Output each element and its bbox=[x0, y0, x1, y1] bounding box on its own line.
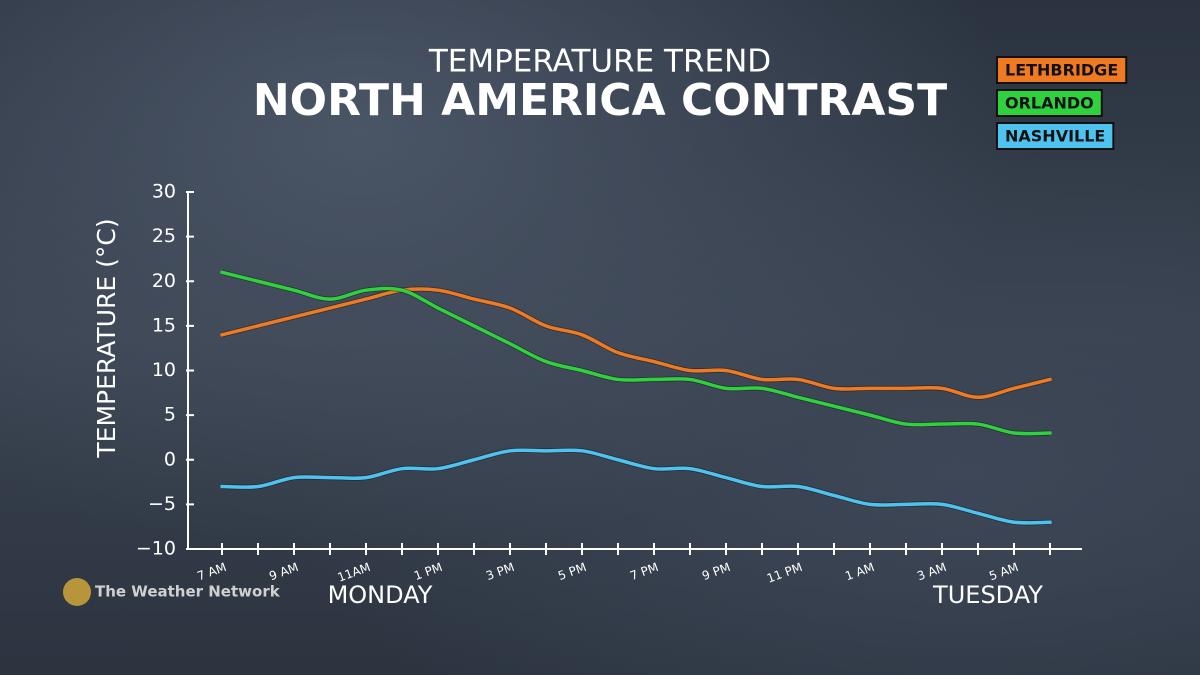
y-axis-label: TEMPERATURE (°C) bbox=[92, 218, 121, 458]
legend-box bbox=[996, 56, 1128, 84]
legend-label: NASHVILLE bbox=[1005, 127, 1105, 146]
chart-title: TEMPERATURE TREND bbox=[428, 44, 771, 80]
series-line bbox=[220, 270, 1052, 436]
legend-label: ORLANDO bbox=[1005, 94, 1094, 113]
source-logo: The Weather Network bbox=[95, 583, 281, 601]
chart-subtitle: NORTH AMERICA CONTRAST bbox=[253, 75, 947, 126]
x-tick-label: 7 PM bbox=[628, 560, 660, 583]
y-tick-label: 15 bbox=[152, 314, 176, 336]
y-tick-label: 25 bbox=[152, 225, 176, 247]
x-tick-label: 9 AM bbox=[267, 560, 300, 583]
series-line bbox=[221, 447, 1051, 526]
x-tick-label: 3 AM bbox=[915, 560, 948, 583]
y-tick-label: 30 bbox=[152, 181, 176, 203]
day-label: TUESDAY bbox=[932, 581, 1043, 609]
series-line bbox=[220, 287, 1052, 400]
y-tick-label: 20 bbox=[152, 270, 176, 292]
y-tick-label: −10 bbox=[136, 538, 176, 560]
day-label: MONDAY bbox=[328, 581, 433, 609]
legend-box bbox=[996, 89, 1103, 117]
x-tick-label: 5 PM bbox=[556, 560, 588, 583]
x-tick-label: 7 AM bbox=[195, 560, 228, 583]
x-tick-label: 5 AM bbox=[987, 560, 1020, 583]
logo-icon bbox=[63, 578, 91, 606]
x-tick-label: 9 PM bbox=[700, 560, 732, 583]
legend-label: LETHBRIDGE bbox=[1005, 61, 1118, 80]
series-line bbox=[220, 448, 1052, 525]
x-tick-label: 3 PM bbox=[484, 560, 516, 583]
y-tick-label: −5 bbox=[148, 493, 176, 515]
y-tick-label: 10 bbox=[152, 359, 176, 381]
legend-box bbox=[996, 122, 1115, 150]
y-tick-label: 5 bbox=[164, 404, 176, 426]
x-tick-label: 11 PM bbox=[765, 560, 804, 586]
x-tick-label: 1 AM bbox=[843, 560, 876, 583]
y-tick-label: 0 bbox=[164, 448, 176, 470]
x-tick-label: 1 PM bbox=[412, 560, 444, 583]
